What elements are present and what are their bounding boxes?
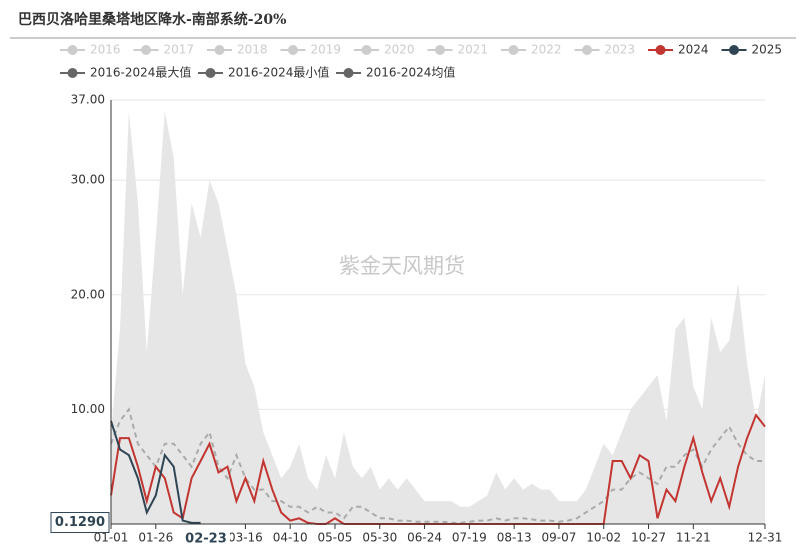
x-tick-label: 09-07	[542, 531, 577, 545]
legend-icon[interactable]	[205, 68, 216, 78]
legend-label[interactable]: 2024	[678, 43, 709, 57]
legend-label[interactable]: 2020	[384, 43, 415, 57]
legend-label[interactable]: 2017	[164, 43, 195, 57]
legend-icon[interactable]	[141, 45, 151, 55]
x-tick-label: 10-02	[586, 531, 621, 545]
legend-icon[interactable]	[435, 45, 445, 55]
legend-label[interactable]: 2023	[605, 43, 636, 57]
y-tick-label: 30.00	[71, 173, 105, 187]
watermark: 紫金天风期货	[339, 254, 465, 278]
y-tick-label: 10.00	[71, 402, 105, 416]
legend-label[interactable]: 2022	[531, 43, 562, 57]
legend-label[interactable]: 2021	[458, 43, 489, 57]
legend-icon[interactable]	[729, 45, 739, 55]
legend-label[interactable]: 2016	[90, 43, 121, 57]
x-tick-label: 05-30	[362, 531, 397, 545]
x-tick-label: 06-24	[407, 531, 442, 545]
y-tick-label: 37.00	[71, 93, 105, 107]
legend-icon[interactable]	[582, 45, 592, 55]
chart-title: 巴西贝洛哈里桑塔地区降水-南部系统-20%	[18, 11, 286, 28]
pointer-x-label: 02-23	[185, 532, 227, 547]
x-tick-label: 01-26	[138, 531, 173, 545]
legend-label[interactable]: 2016-2024均值	[366, 65, 455, 80]
legend-label[interactable]: 2025	[752, 43, 783, 57]
legend-icon[interactable]	[508, 45, 519, 55]
x-tick-label: 05-05	[318, 531, 353, 545]
series-line	[110, 420, 201, 524]
mean-line	[110, 407, 765, 524]
legend-icon[interactable]	[67, 45, 78, 55]
pointer-y-box	[50, 512, 110, 534]
x-tick-label: 04-10	[273, 531, 308, 545]
legend-icon[interactable]	[343, 68, 354, 78]
legend-label[interactable]: 2016-2024最大值	[90, 65, 191, 80]
pointer-y-label: 0.1290	[55, 515, 105, 530]
y-tick-label: 20.00	[71, 287, 105, 301]
range-band	[111, 111, 765, 524]
x-tick-label: 01-01	[94, 531, 129, 545]
x-tick-label: 03-16	[228, 531, 263, 545]
x-tick-label: 11-21	[676, 531, 711, 545]
legend-icon[interactable]	[288, 45, 298, 55]
pointer-x-box	[181, 528, 230, 548]
legend-icon[interactable]	[655, 45, 666, 55]
legend-label[interactable]: 2016-2024最小值	[228, 65, 329, 80]
x-tick-label: 10-27	[631, 531, 666, 545]
legend-icon[interactable]	[361, 45, 372, 55]
x-tick-label: 07-19	[452, 531, 487, 545]
legend-label[interactable]: 2019	[311, 43, 342, 57]
legend-icon[interactable]	[214, 45, 225, 55]
legend-label[interactable]: 2018	[237, 43, 268, 57]
x-tick-label: 08-13	[497, 531, 532, 545]
legend-icon[interactable]	[67, 68, 78, 78]
x-tick-label: 12-31	[748, 531, 783, 545]
